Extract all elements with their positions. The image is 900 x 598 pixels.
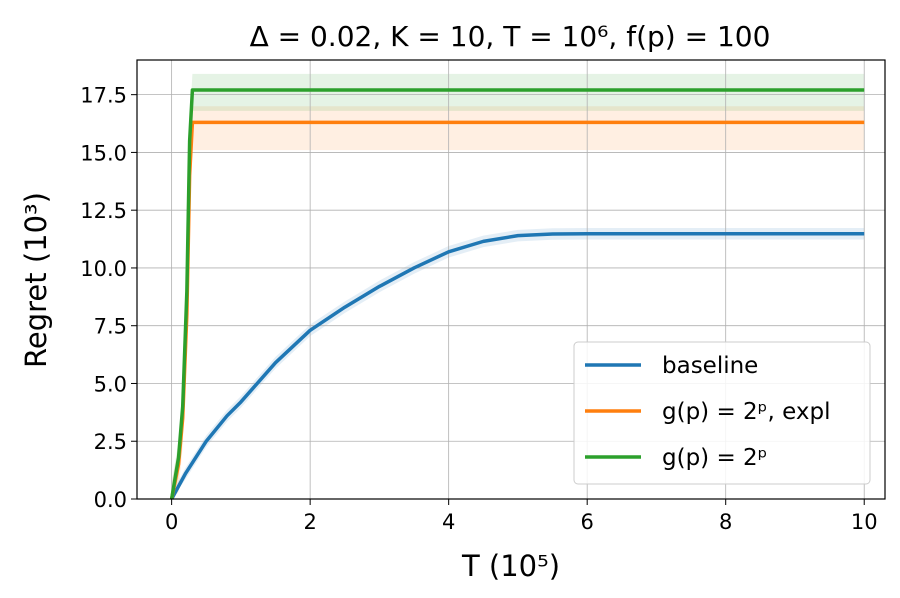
x-axis-label: T (10⁵) [461,549,560,583]
legend-label-baseline: baseline [662,353,758,379]
line-series-2 [169,88,865,500]
y-axis-label: Regret (10³) [19,192,53,368]
legend-label-g: g(p) = 2ᵖ [662,445,768,471]
x-tick-label: 8 [719,510,732,534]
y-tick-label: 12.5 [80,199,127,223]
y-tick-label: 15.0 [80,141,127,165]
x-tick-label: 0 [165,510,178,534]
x-tick-label: 10 [851,510,878,534]
x-tick-label: 6 [580,510,593,534]
y-axis-ticks: 0.0 2.5 5.0 7.5 10.0 12.5 15.0 17.5 [80,84,137,512]
y-tick-label: 10.0 [80,257,127,281]
y-tick-label: 2.5 [94,430,127,454]
x-axis-ticks: 0 2 4 6 8 10 [165,499,878,534]
chart-title: Δ = 0.02, K = 10, T = 10⁶, f(p) = 100 [250,20,771,53]
x-tick-label: 2 [303,510,316,534]
line-series-0 [170,232,865,500]
legend: baseline g(p) = 2ᵖ, expl g(p) = 2ᵖ [573,341,871,485]
plot-frame [136,59,886,500]
legend-box [573,341,871,485]
x-tick-label: 4 [442,510,455,534]
band-series-1 [171,106,865,500]
series-lines [169,88,865,500]
y-tick-label: 5.0 [94,372,127,396]
confidence-bands [171,73,865,500]
y-tick-label: 7.5 [94,315,127,339]
y-tick-label: 17.5 [80,84,127,108]
y-tick-label: 0.0 [94,488,127,512]
legend-label-expl: g(p) = 2ᵖ, expl [662,399,831,425]
